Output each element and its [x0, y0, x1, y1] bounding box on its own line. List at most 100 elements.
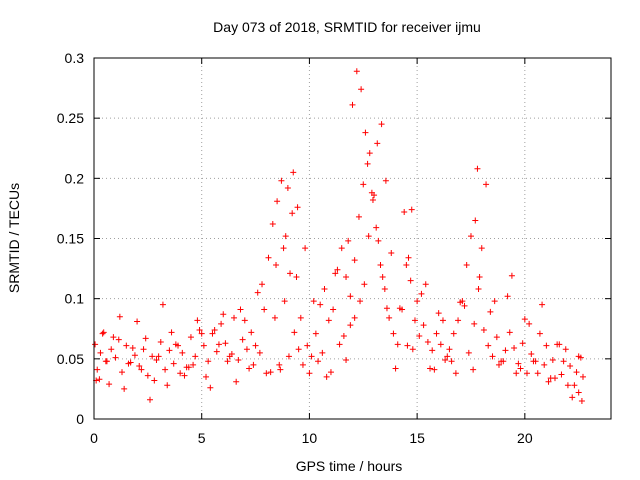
data-point	[457, 299, 464, 306]
data-point	[246, 365, 253, 372]
data-point	[506, 329, 513, 336]
data-point	[259, 281, 266, 288]
data-point	[187, 334, 194, 341]
data-point	[343, 274, 350, 281]
data-point	[362, 129, 369, 136]
data-point	[549, 357, 556, 364]
data-point	[355, 213, 362, 220]
data-point	[295, 346, 302, 353]
data-point	[170, 360, 177, 367]
data-point	[388, 249, 395, 256]
data-point	[444, 353, 451, 360]
data-point	[382, 177, 389, 184]
data-point	[448, 358, 455, 365]
data-point	[408, 206, 415, 213]
data-point	[379, 274, 386, 281]
data-point	[136, 363, 143, 370]
data-point	[321, 286, 328, 293]
data-point	[478, 245, 485, 252]
data-point	[365, 233, 372, 240]
data-point	[472, 217, 479, 224]
data-point	[269, 221, 276, 228]
data-point	[560, 358, 567, 365]
data-point	[211, 326, 218, 333]
data-point	[577, 354, 584, 361]
data-point	[545, 378, 552, 385]
data-point	[433, 330, 440, 337]
data-point	[536, 330, 543, 337]
data-point	[401, 209, 408, 216]
data-point	[575, 389, 582, 396]
data-point	[312, 330, 319, 337]
data-point	[424, 338, 431, 345]
data-point	[97, 349, 104, 356]
data-point	[418, 290, 425, 297]
data-point	[461, 302, 468, 309]
data-point	[228, 351, 235, 358]
data-point	[422, 281, 429, 288]
data-point	[304, 342, 311, 349]
data-point	[475, 286, 482, 293]
data-point	[378, 121, 385, 128]
data-point	[159, 301, 166, 308]
data-point	[181, 372, 188, 379]
data-point	[319, 349, 326, 356]
data-point	[491, 298, 498, 305]
y-tick-label: 0.15	[57, 231, 84, 247]
data-point	[414, 298, 421, 305]
data-point	[396, 305, 403, 312]
data-point	[198, 330, 205, 337]
data-point	[452, 370, 459, 377]
x-axis-label: GPS time / hours	[296, 458, 403, 474]
data-point	[205, 358, 212, 365]
data-point	[147, 396, 154, 403]
data-point	[123, 342, 130, 349]
data-point	[578, 397, 585, 404]
data-point	[179, 349, 186, 356]
data-point	[112, 354, 119, 361]
data-point	[265, 254, 272, 261]
data-point	[562, 346, 569, 353]
data-point	[455, 317, 462, 324]
data-point	[172, 341, 179, 348]
data-point	[541, 361, 548, 368]
data-point	[106, 381, 113, 388]
data-point	[315, 358, 322, 365]
data-point	[404, 342, 411, 349]
data-point	[369, 196, 376, 203]
data-point	[282, 233, 289, 240]
data-point	[203, 373, 210, 380]
data-point	[209, 330, 216, 337]
data-point	[144, 372, 151, 379]
data-point	[149, 353, 156, 360]
data-point	[196, 326, 203, 333]
data-point	[386, 314, 393, 321]
data-point	[381, 286, 388, 293]
y-tick-label: 0.25	[57, 110, 84, 126]
data-point	[276, 361, 283, 368]
data-point	[250, 361, 257, 368]
data-point	[233, 378, 240, 385]
data-point	[504, 293, 511, 300]
data-point	[277, 366, 284, 373]
data-point	[357, 298, 364, 305]
x-tick-label: 5	[198, 430, 206, 446]
data-point	[530, 358, 537, 365]
x-tick-label: 0	[90, 430, 98, 446]
data-point	[569, 394, 576, 401]
data-point	[471, 320, 478, 327]
data-point	[116, 313, 123, 320]
data-point	[192, 353, 199, 360]
data-point	[254, 289, 261, 296]
data-point	[164, 382, 171, 389]
data-point	[222, 340, 229, 347]
data-point	[162, 366, 169, 373]
data-point	[519, 340, 526, 347]
data-point	[239, 336, 246, 343]
data-point	[115, 336, 122, 343]
data-point	[480, 326, 487, 333]
data-point	[358, 86, 365, 93]
data-point	[556, 341, 563, 348]
data-point	[185, 364, 192, 371]
data-point	[278, 177, 285, 184]
